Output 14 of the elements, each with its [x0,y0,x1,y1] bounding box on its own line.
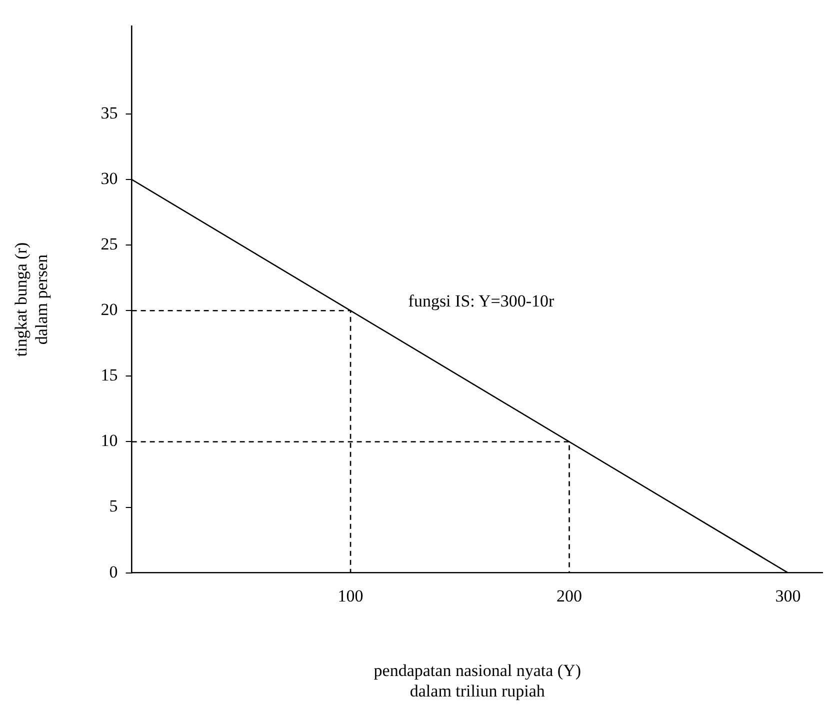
x-tick-label: 300 [775,586,801,606]
y-tick-label: 5 [109,496,118,516]
annotation: fungsi IS: Y=300-10r [408,291,555,310]
y-tick-label: 35 [100,103,118,122]
x-tick-label: 200 [556,586,582,606]
x-axis-title: pendapatan nasional nyata (Y) dalam triliun rupiah [374,660,582,700]
y-tick-label: 30 [100,169,118,188]
x-tick-label: 100 [338,586,364,606]
y-tick-label: 25 [100,234,118,254]
y-tick-label: 0 [109,562,118,582]
y-tick-label: 10 [100,431,118,450]
y-tick-label: 15 [100,366,118,385]
y-tick-label: 20 [100,300,118,320]
y-axis-title: tingkat bunga (r) dalam persen [12,242,52,357]
